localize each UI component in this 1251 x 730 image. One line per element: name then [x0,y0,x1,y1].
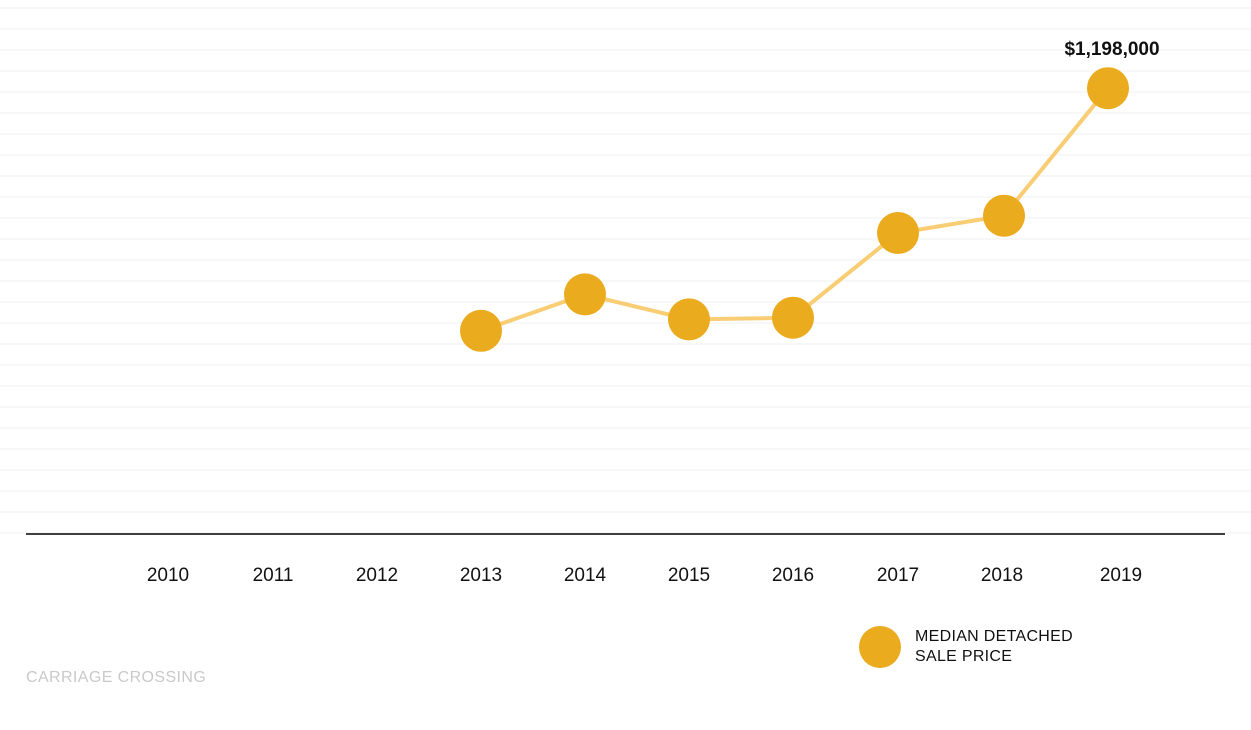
data-label-2019: $1,198,000 [1064,39,1159,60]
data-point-2016 [772,296,814,339]
data-point-2013 [460,309,502,352]
legend-label-line-1: MEDIAN DETACHED [915,628,1073,645]
data-points [460,67,1129,352]
x-tick-label: 2014 [564,565,607,586]
data-point-2018 [983,194,1025,237]
legend-label: MEDIAN DETACHED SALE PRICE [915,627,1115,667]
source-label: CARRIAGE CROSSING [26,669,207,686]
x-tick-label: 2012 [356,565,398,586]
x-tick-label: 2016 [772,565,814,586]
x-tick-label: 2010 [147,565,189,586]
data-labels: $1,198,000 [1064,39,1159,60]
x-tick-label: 2015 [668,565,710,586]
data-point-2015 [668,298,710,341]
legend: MEDIAN DETACHED SALE PRICE [859,626,1115,668]
x-tick-label: 2018 [981,565,1023,586]
x-tick-label: 2013 [460,565,502,586]
data-point-2019 [1087,67,1129,110]
data-point-2017 [877,212,919,254]
x-tick-label: 2019 [1100,565,1142,586]
legend-label-line-2: SALE PRICE [915,648,1013,665]
legend-swatch-icon [859,626,901,668]
x-tick-label: 2011 [253,565,294,586]
x-tick-label: 2017 [877,565,919,586]
data-point-2014 [564,273,606,316]
gridlines [0,7,1251,534]
x-tick-labels: 2010 2011 2012 2013 2014 2015 2016 2017 2018 2019 [147,565,1142,586]
